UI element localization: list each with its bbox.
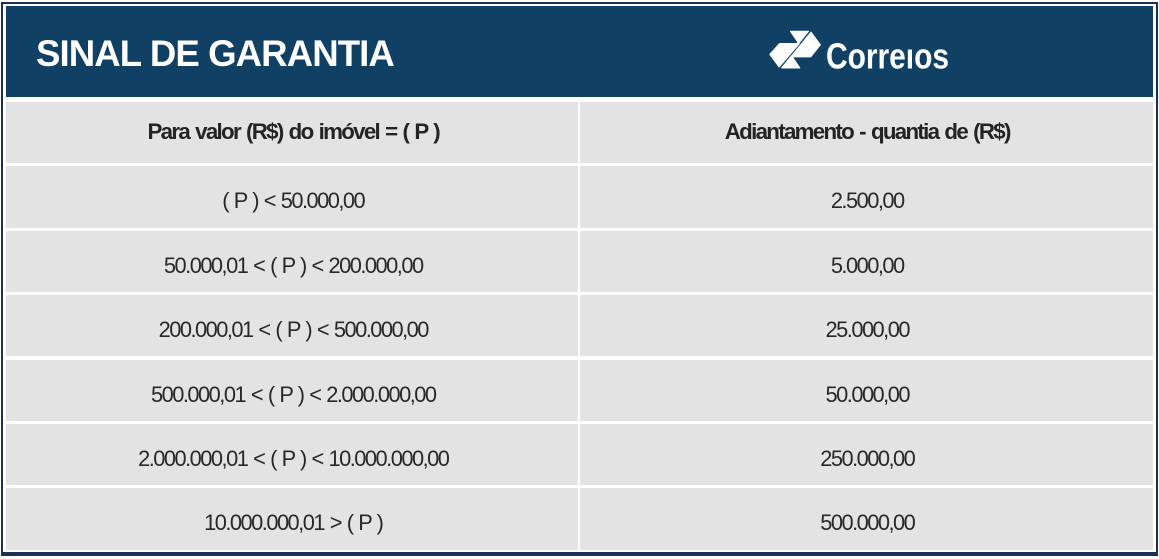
- svg-text:Correıos: Correıos: [826, 37, 949, 77]
